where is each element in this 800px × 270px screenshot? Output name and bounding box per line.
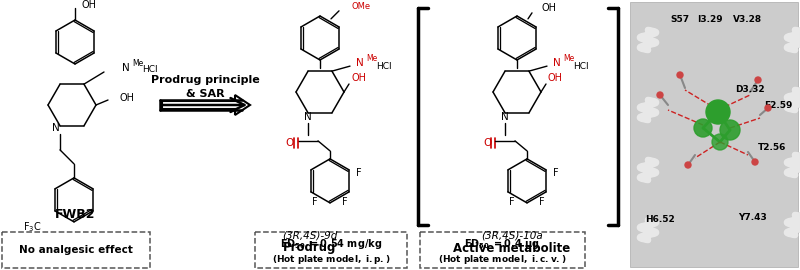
Text: Y7.43: Y7.43 [738,214,766,222]
Text: (3R,4S)-10a: (3R,4S)-10a [481,230,543,240]
Text: D3.32: D3.32 [735,86,765,94]
Bar [2,232,150,268]
Text: F: F [312,197,318,207]
Text: $\mathbf{ED_{50}}$ $\mathbf{= 0.4\ \mu g}$: $\mathbf{ED_{50}}$ $\mathbf{= 0.4\ \mu g… [464,237,540,251]
Circle shape [677,72,683,78]
Text: Me: Me [132,59,143,68]
Circle shape [694,119,712,137]
Text: FWB2: FWB2 [54,208,95,221]
Circle shape [706,100,730,124]
Circle shape [765,105,771,111]
Text: O: O [286,138,294,148]
Text: F2.59: F2.59 [764,100,792,110]
Text: HCl: HCl [376,62,392,71]
Bar [630,2,798,267]
Text: O: O [483,138,491,148]
Text: N: N [553,58,561,68]
Text: & SAR: & SAR [186,89,224,99]
Polygon shape [162,95,250,115]
Text: F$_3$C: F$_3$C [23,220,42,234]
Text: N: N [122,63,130,73]
Text: OH: OH [548,73,563,83]
Circle shape [752,159,758,165]
Bar [420,232,585,268]
Text: I3.29: I3.29 [697,15,723,25]
Circle shape [755,77,761,83]
Text: Me: Me [563,54,574,63]
Text: Prodrug principle: Prodrug principle [150,75,259,85]
Circle shape [712,134,728,150]
Text: $\mathbf{ED_{50}}$ $\mathbf{= 0.54\ mg/kg}$: $\mathbf{ED_{50}}$ $\mathbf{= 0.54\ mg/k… [280,237,382,251]
Text: OH: OH [82,0,97,10]
Circle shape [657,92,663,98]
Text: OH: OH [120,93,135,103]
Text: Active metabolite: Active metabolite [454,241,570,255]
Text: N: N [52,123,60,133]
Text: F: F [342,197,348,207]
Text: N: N [304,112,312,122]
Text: F: F [539,197,545,207]
Text: No analgesic effect: No analgesic effect [19,245,133,255]
Text: Me: Me [366,54,378,63]
Text: $\mathbf{(Hot\ plate\ model,\ i.p.)}$: $\mathbf{(Hot\ plate\ model,\ i.p.)}$ [272,252,390,265]
Text: T2.56: T2.56 [758,143,786,153]
Text: N: N [356,58,364,68]
Text: OH: OH [541,3,556,13]
Text: HCl: HCl [573,62,589,71]
Text: N: N [501,112,509,122]
Circle shape [720,120,740,140]
Circle shape [685,162,691,168]
Text: HCl: HCl [142,66,158,75]
Text: Prodrug: Prodrug [283,241,337,255]
Text: OH: OH [351,73,366,83]
Text: (3R,4S)-9d: (3R,4S)-9d [282,230,338,240]
Text: F: F [553,168,558,178]
Text: OMe: OMe [351,2,370,11]
Bar [255,232,407,268]
Text: F: F [509,197,515,207]
Text: $\mathbf{(Hot\ plate\ model,\ i.c.v.)}$: $\mathbf{(Hot\ plate\ model,\ i.c.v.)}$ [438,252,566,265]
Text: F: F [356,168,362,178]
Text: H6.52: H6.52 [645,215,675,224]
Text: V3.28: V3.28 [734,15,762,25]
Text: S57: S57 [670,15,690,25]
